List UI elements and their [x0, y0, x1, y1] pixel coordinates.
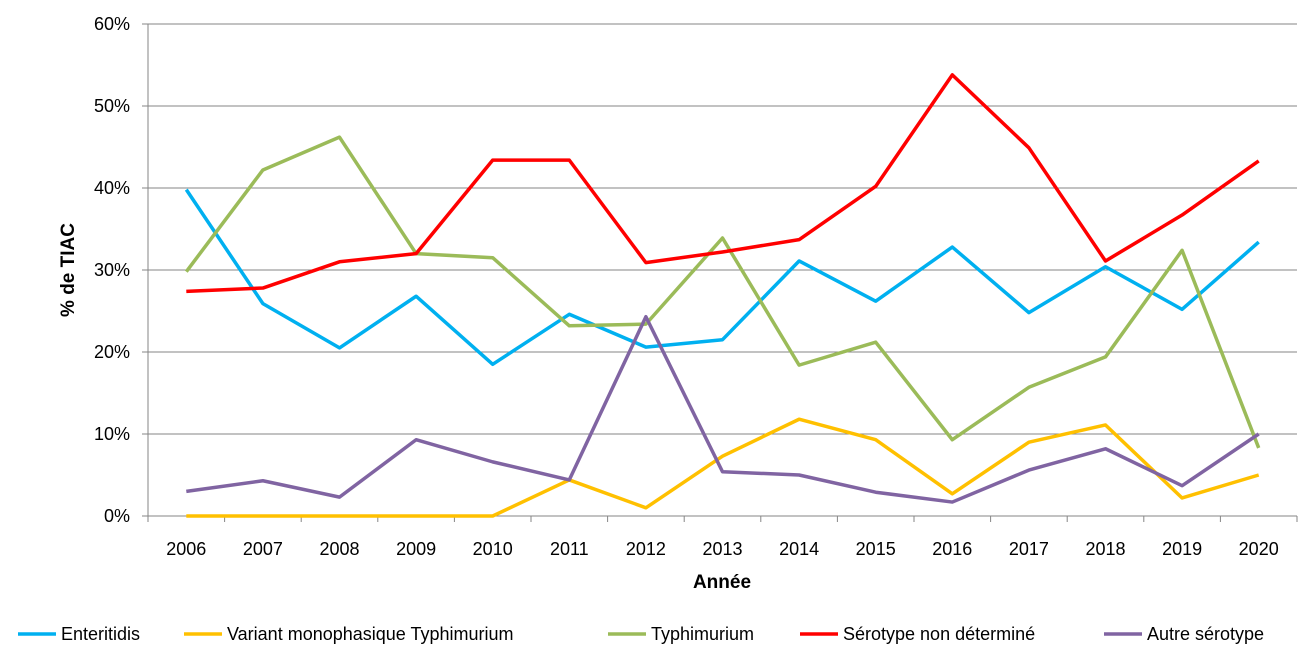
x-tick-label: 2013 — [702, 539, 742, 559]
y-tick-label: 0% — [104, 506, 130, 526]
x-tick-label: 2017 — [1009, 539, 1049, 559]
y-tick-label: 10% — [94, 424, 130, 444]
series-line-typhimurium — [184, 135, 1261, 449]
x-tick-label: 2019 — [1162, 539, 1202, 559]
legend-label: Sérotype non déterminé — [843, 624, 1035, 644]
legend-label: Variant monophasique Typhimurium — [227, 624, 514, 644]
y-tick-label: 60% — [94, 14, 130, 34]
series-line-variant-monophasique-typhimurium — [186, 417, 1260, 518]
legend-item: Autre sérotype — [1104, 624, 1264, 644]
series-line-autre-s-rotype — [186, 314, 1260, 504]
legend: Enteritidis Variant monophasique Typhimur… — [18, 624, 1264, 644]
y-tick-label: 20% — [94, 342, 130, 362]
legend-item: Sérotype non déterminé — [800, 624, 1035, 644]
x-tick-label: 2008 — [319, 539, 359, 559]
y-tick-labels: 0% 10% 20% 30% 40% 50% 60% — [94, 14, 130, 526]
legend-item: Typhimurium — [608, 624, 754, 644]
x-axis-title: Année — [693, 572, 751, 593]
y-tick-label: 30% — [94, 260, 130, 280]
legend-label: Typhimurium — [651, 624, 754, 644]
x-tick-labels: 2006 2007 2008 2009 2010 2011 2012 2013 2014 2015… — [166, 539, 1278, 559]
y-tick-label: 50% — [94, 96, 130, 116]
series-lines — [184, 73, 1261, 518]
x-tick-label: 2011 — [550, 539, 589, 559]
x-tick-label: 2015 — [856, 539, 896, 559]
legend-label: Autre sérotype — [1147, 624, 1264, 644]
gridlines — [142, 23, 1298, 522]
series-line-s-rotype-non-d-termin- — [186, 73, 1260, 294]
y-tick-label: 40% — [94, 178, 130, 198]
x-tick-label: 2020 — [1239, 539, 1279, 559]
y-axis-title: % de TIAC — [58, 223, 79, 317]
x-tick-label: 2016 — [932, 539, 972, 559]
x-tick-label: 2012 — [626, 539, 666, 559]
series-line-enteritidis — [184, 188, 1260, 367]
x-tick-label: 2018 — [1085, 539, 1125, 559]
x-tick-label: 2009 — [396, 539, 436, 559]
legend-item: Enteritidis — [18, 624, 140, 644]
x-tick-label: 2014 — [779, 539, 819, 559]
legend-label: Enteritidis — [61, 624, 140, 644]
x-tick-label: 2007 — [243, 539, 283, 559]
x-tick-label: 2006 — [166, 539, 206, 559]
x-tick-label: 2010 — [473, 539, 513, 559]
legend-item: Variant monophasique Typhimurium — [184, 624, 514, 644]
